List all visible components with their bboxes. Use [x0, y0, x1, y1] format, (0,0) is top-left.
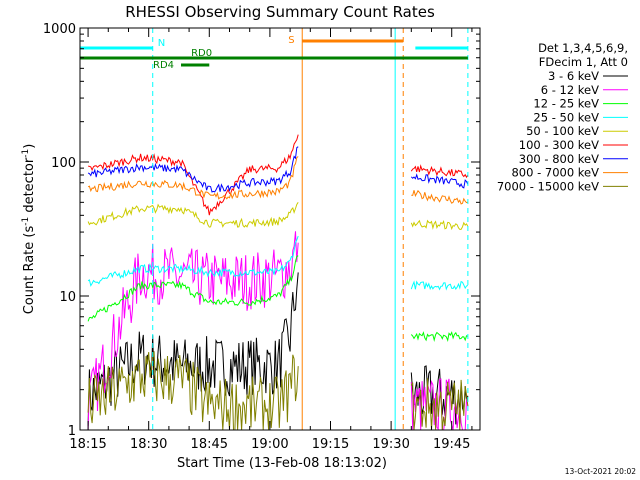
legend-label-4: 50 - 100 keV: [526, 124, 599, 138]
flag-label-rd4: RD4: [153, 60, 174, 71]
y-axis-label: Count Rate (s-1 detector-1): [21, 144, 37, 315]
series-6-segment-0: [87, 146, 299, 193]
series-2-segment-1: [410, 331, 469, 342]
series-2-segment-0: [87, 255, 299, 322]
legend-label-2: 12 - 25 keV: [533, 97, 599, 111]
legend-label-3: 25 - 50 keV: [533, 110, 599, 124]
y-label-part-1: Count Rate (s: [22, 226, 37, 315]
axes: 1 10 100 1000 18:15 18:30 18:45 19:00 19:15 19:30…: [43, 22, 480, 452]
series-5-segment-1: [410, 164, 469, 179]
series-8-segment-1: [410, 378, 469, 431]
generation-date: 13-Oct-2021 20:02: [565, 467, 636, 476]
y-label-sup-2: -1: [21, 149, 31, 158]
series-4-segment-1: [410, 219, 469, 231]
series-5: [88, 134, 469, 216]
y-label-part-2: detector: [22, 157, 37, 217]
y-tick-label-0: 1: [68, 424, 76, 439]
x-axis-label: Start Time (13-Feb-08 18:13:02): [177, 456, 387, 471]
plot-frame: [79, 27, 481, 431]
y-tick-label-3: 1000: [43, 22, 76, 37]
series-4: [87, 202, 469, 231]
legend-label-6: 300 - 800 keV: [519, 152, 599, 166]
y-label-sup-1: -1: [21, 217, 31, 226]
legend-label-7: 800 - 7000 keV: [511, 166, 599, 180]
y-tick-label-1: 10: [59, 290, 76, 305]
series-3: [87, 235, 469, 291]
x-tick-label-5: 19:30: [372, 437, 409, 452]
y-label-part-3: ): [22, 144, 37, 149]
x-tick-label-4: 19:15: [312, 437, 349, 452]
x-tick-label-6: 19:45: [433, 437, 470, 452]
legend-label-1: 6 - 12 keV: [541, 83, 599, 97]
x-tick-label-1: 18:30: [130, 437, 167, 452]
x-tick-label-2: 18:45: [191, 437, 228, 452]
y-tick-label-2: 100: [51, 156, 76, 171]
flag-label-rd0: RD0: [191, 48, 212, 59]
x-tick-label-3: 19:00: [251, 437, 288, 452]
plot-area: N S RD0 RD4: [79, 28, 469, 431]
series-6-segment-1: [410, 173, 469, 189]
series-7-segment-1: [411, 189, 469, 205]
legend-header-2: FDecim 1, Att 0: [539, 55, 628, 69]
legend-header-1: Det 1,3,4,5,6,9,: [538, 41, 628, 55]
legend-label-0: 3 - 6 keV: [548, 69, 599, 83]
x-tick-label-0: 18:15: [69, 437, 106, 452]
series-7-segment-0: [87, 156, 299, 200]
flag-label-s: S: [288, 35, 294, 46]
legend-label-8: 7000 - 15000 keV: [497, 179, 599, 193]
flag-label-n: N: [158, 38, 165, 49]
series-3-segment-1: [410, 280, 469, 291]
chart-title: RHESSI Observing Summary Count Rates: [125, 3, 435, 21]
legend: Det 1,3,4,5,6,9, FDecim 1, Att 0 3 - 6 k…: [497, 41, 628, 193]
series-7: [87, 156, 469, 205]
series-3-segment-0: [87, 235, 299, 287]
series-4-segment-0: [87, 202, 299, 228]
legend-label-5: 100 - 300 keV: [519, 138, 599, 152]
series-5-segment-0: [88, 134, 299, 216]
series-2: [87, 255, 469, 342]
series-6: [87, 146, 469, 193]
